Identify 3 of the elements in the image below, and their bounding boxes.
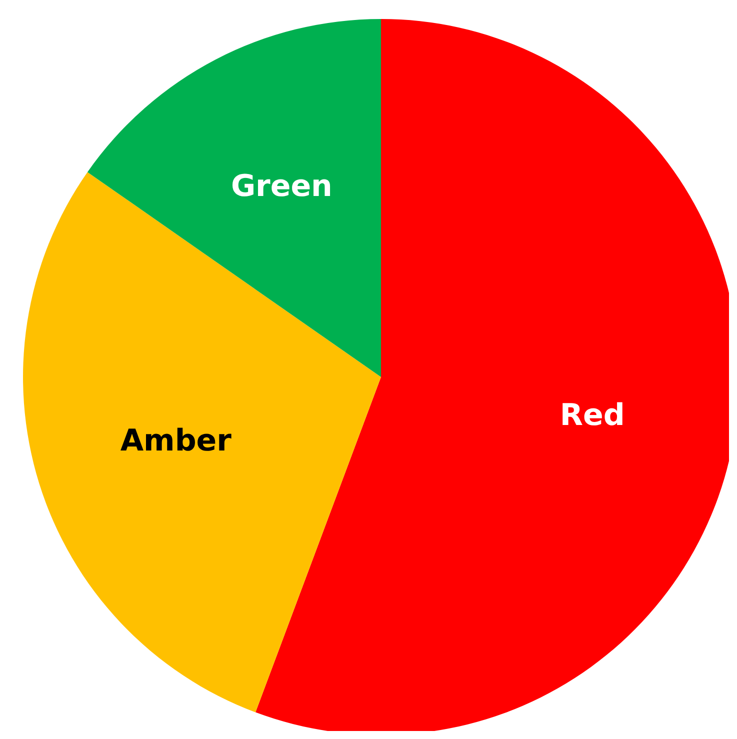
slice-label: Red — [560, 398, 625, 433]
slice-label: Amber — [120, 423, 232, 458]
slice-label: Green — [230, 169, 332, 204]
